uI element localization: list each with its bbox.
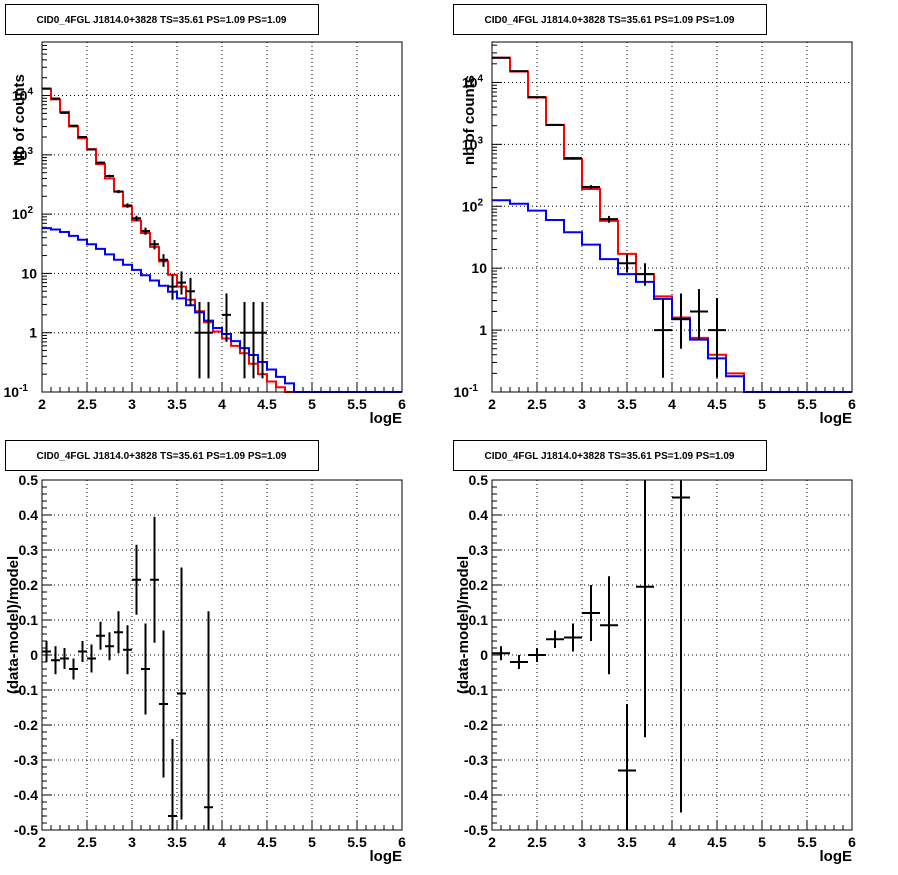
y-tick-label: 104 <box>462 73 484 90</box>
y-tick-label: 103 <box>12 146 34 163</box>
x-tick-label: 2.5 <box>77 396 97 412</box>
x-tick-label: 4 <box>668 834 676 850</box>
plot-frame <box>491 41 853 393</box>
y-tick-label: -0.3 <box>14 752 38 768</box>
x-tick-label: 5 <box>308 834 316 850</box>
x-tick-label: 3.5 <box>167 396 187 412</box>
y-tick-label: 103 <box>462 135 484 152</box>
plot-title-box <box>453 440 767 471</box>
x-tick-label: 2.5 <box>77 834 97 850</box>
y-axis-label: (data-model)/model <box>455 556 472 694</box>
x-tick-label: 3 <box>578 834 586 850</box>
x-tick-label: 2.5 <box>527 834 547 850</box>
x-tick-label: 2 <box>38 834 46 850</box>
y-tick-label: 10 <box>471 260 487 276</box>
y-tick-label: 0.1 <box>469 612 489 628</box>
x-tick-label: 2 <box>488 834 496 850</box>
y-tick-label: -0.4 <box>14 787 38 803</box>
x-tick-label: 5 <box>758 396 766 412</box>
x-tick-label: 4 <box>218 396 226 412</box>
chart-panel-4: CID0_4FGL J1814.0+3828 TS=35.61 PS=1.09 … <box>453 440 856 865</box>
y-axis-label: Nb of counts <box>11 74 28 166</box>
y-tick-label: 0.4 <box>19 507 39 523</box>
x-tick-label: 4.5 <box>707 834 727 850</box>
plot-title: CID0_4FGL J1814.0+3828 TS=35.61 PS=1.09 … <box>37 15 287 26</box>
x-tick-label: 4 <box>218 834 226 850</box>
y-tick-label: 10-1 <box>4 383 29 400</box>
plot-title: CID0_4FGL J1814.0+3828 TS=35.61 PS=1.09 … <box>37 451 287 462</box>
x-tick-label: 6 <box>398 834 406 850</box>
x-tick-label: 2.5 <box>527 396 547 412</box>
plot-title-box <box>5 440 319 471</box>
x-tick-label: 3 <box>128 834 136 850</box>
chart-panel-1: CID0_4FGL J1814.0+3828 TS=35.61 PS=1.09 … <box>4 4 406 427</box>
x-tick-label: 4 <box>668 396 676 412</box>
y-tick-label: 10-1 <box>454 383 479 400</box>
x-tick-label: 2 <box>488 396 496 412</box>
y-tick-label: 0.1 <box>19 612 39 628</box>
chart-panel-2: CID0_4FGL J1814.0+3828 TS=35.61 PS=1.09 … <box>453 4 856 427</box>
x-tick-label: 5.5 <box>797 396 817 412</box>
plot-frame <box>41 41 403 393</box>
y-tick-label: 0.5 <box>469 472 489 488</box>
y-tick-label: 0 <box>480 647 488 663</box>
x-tick-label: 3.5 <box>617 834 637 850</box>
x-tick-label: 3.5 <box>167 834 187 850</box>
y-axis-label: (data-model)/model <box>5 556 22 694</box>
y-tick-label: -0.2 <box>14 717 38 733</box>
plot-frame <box>491 479 853 831</box>
x-tick-label: 4.5 <box>257 396 277 412</box>
y-tick-label: 102 <box>462 197 484 214</box>
chart-panel-3: CID0_4FGL J1814.0+3828 TS=35.61 PS=1.09 … <box>5 440 406 865</box>
x-axis-label: logE <box>820 848 853 865</box>
y-tick-label: 0 <box>30 647 38 663</box>
x-tick-label: 2 <box>38 396 46 412</box>
y-tick-label: 104 <box>12 87 34 104</box>
plot-title: CID0_4FGL J1814.0+3828 TS=35.61 PS=1.09 … <box>485 15 735 26</box>
y-tick-label: 0.3 <box>19 542 39 558</box>
y-tick-label: -0.3 <box>464 752 488 768</box>
y-tick-label: 0.4 <box>469 507 489 523</box>
y-tick-label: -0.1 <box>14 682 38 698</box>
y-tick-label: -0.5 <box>14 822 38 838</box>
y-tick-label: 0.2 <box>19 577 39 593</box>
x-tick-label: 3.5 <box>617 396 637 412</box>
y-tick-label: 102 <box>12 205 34 222</box>
plot-title-box <box>453 4 767 35</box>
x-tick-label: 5 <box>758 834 766 850</box>
x-tick-label: 6 <box>848 834 856 850</box>
x-tick-label: 5.5 <box>797 834 817 850</box>
x-tick-label: 3 <box>578 396 586 412</box>
x-tick-label: 6 <box>848 396 856 412</box>
y-tick-label: 10 <box>21 265 37 281</box>
plot-area <box>492 42 852 392</box>
plot-title: CID0_4FGL J1814.0+3828 TS=35.61 PS=1.09 … <box>485 451 735 462</box>
x-tick-label: 5.5 <box>347 396 367 412</box>
x-axis-label: logE <box>370 848 403 865</box>
y-tick-label: 1 <box>29 325 37 341</box>
y-tick-label: -0.1 <box>464 682 488 698</box>
x-tick-label: 4.5 <box>257 834 277 850</box>
x-tick-label: 5.5 <box>347 834 367 850</box>
x-tick-label: 5 <box>308 396 316 412</box>
y-tick-label: 0.2 <box>469 577 489 593</box>
y-tick-label: -0.4 <box>464 787 488 803</box>
x-tick-label: 4.5 <box>707 396 727 412</box>
x-tick-label: 6 <box>398 396 406 412</box>
y-tick-label: 1 <box>479 322 487 338</box>
y-tick-label: 0.5 <box>19 472 39 488</box>
plot-title-box <box>5 4 319 35</box>
plot-frame <box>41 479 403 831</box>
y-tick-label: 0.3 <box>469 542 489 558</box>
y-tick-label: -0.2 <box>464 717 488 733</box>
x-axis-label: logE <box>820 410 853 427</box>
y-axis-label: nb of counts <box>461 75 478 165</box>
x-axis-label: logE <box>370 410 403 427</box>
x-tick-label: 3 <box>128 396 136 412</box>
y-tick-label: -0.5 <box>464 822 488 838</box>
